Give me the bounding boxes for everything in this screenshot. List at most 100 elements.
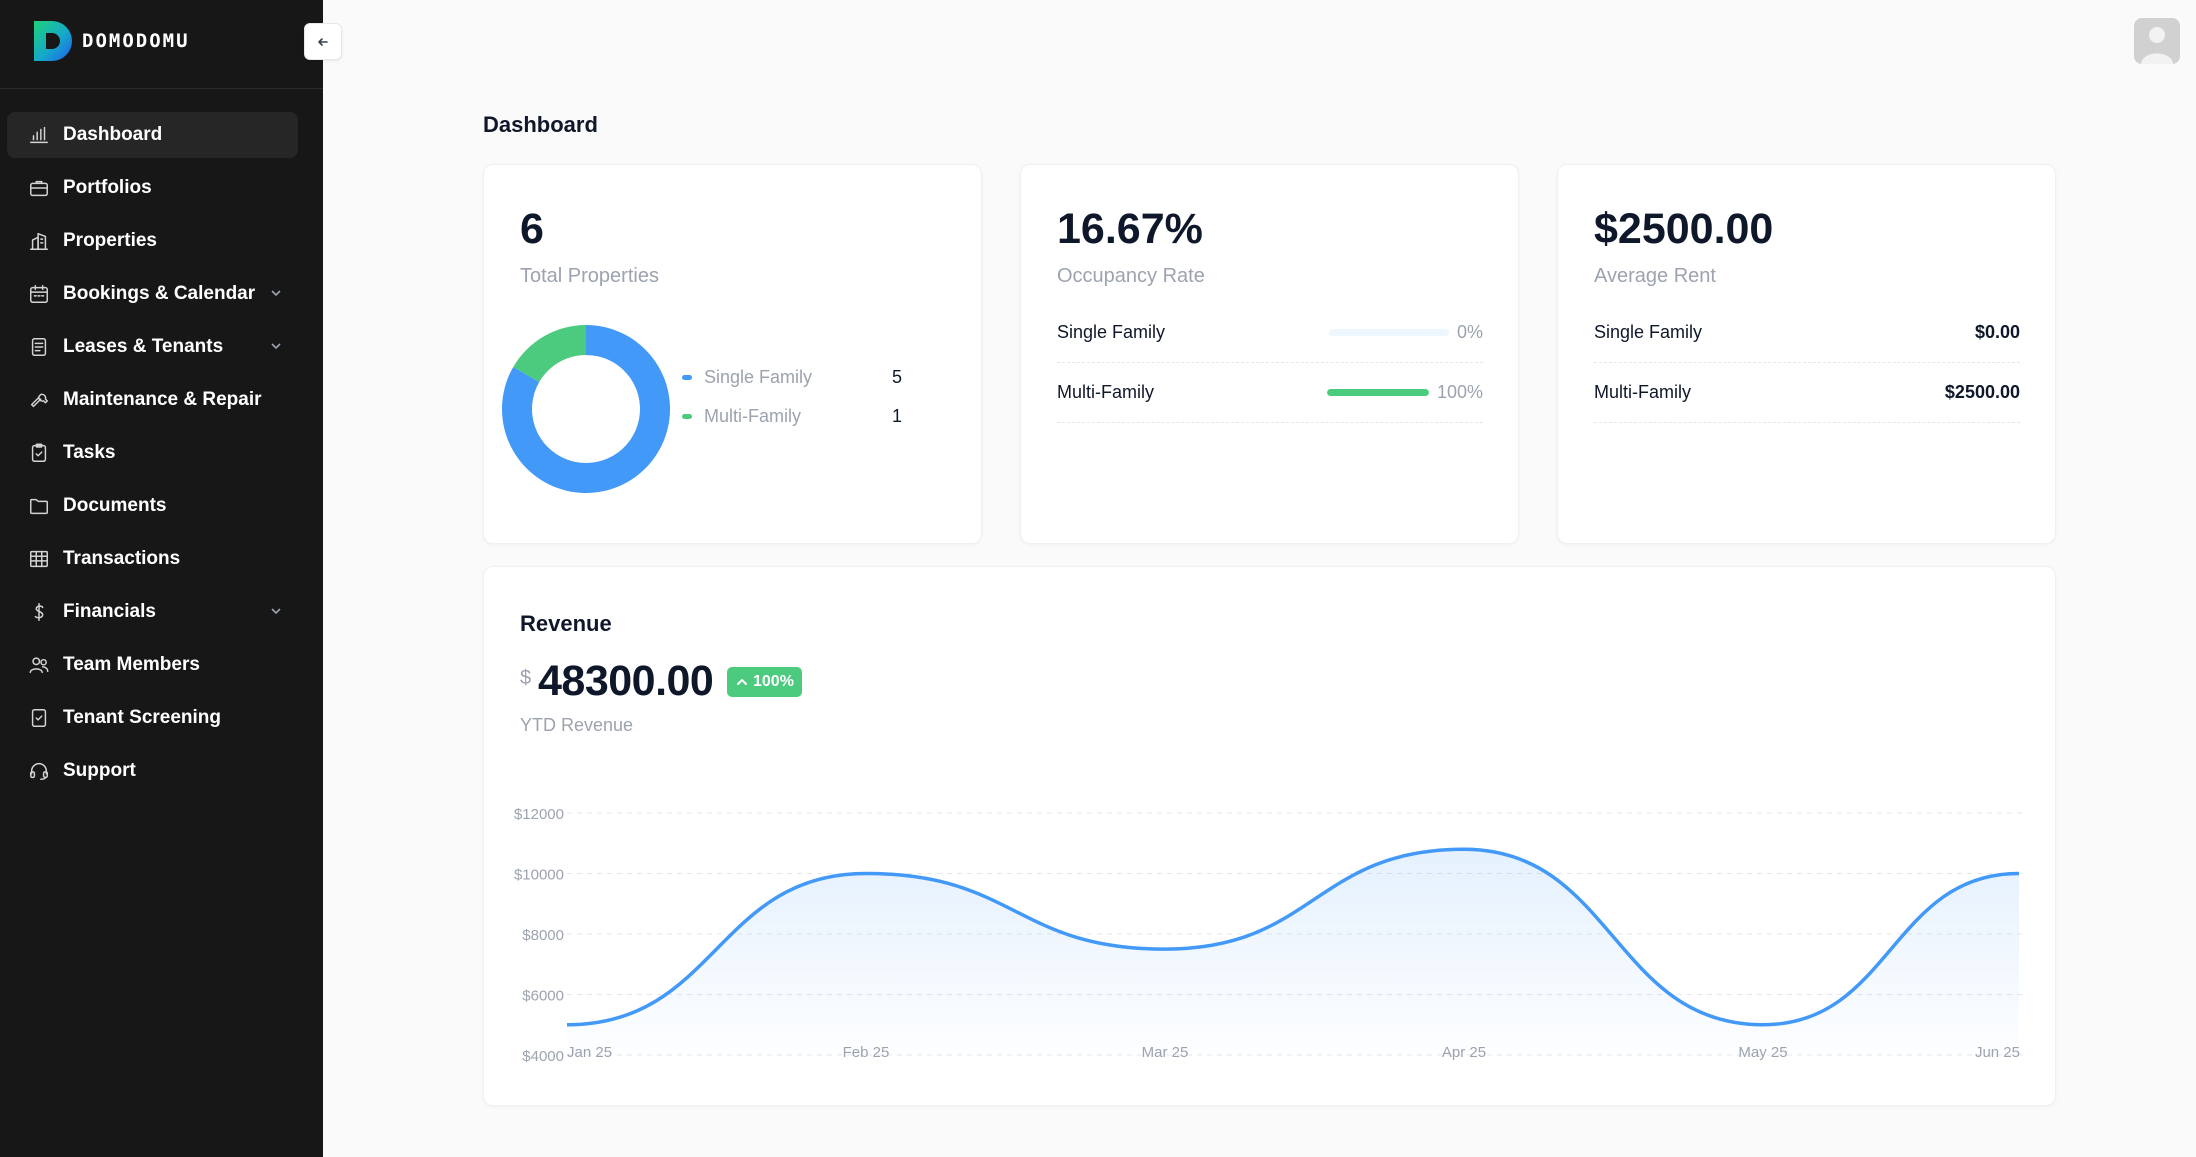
sidebar-item-documents[interactable]: Documents: [7, 483, 298, 529]
rent-row-label: Single Family: [1594, 322, 1703, 342]
sidebar-item-label: Transactions: [63, 548, 181, 569]
sidebar-item-tasks[interactable]: Tasks: [7, 430, 298, 476]
sidebar-item-label: Portfolios: [63, 177, 152, 198]
chevron-down-icon[interactable]: [268, 603, 284, 619]
total-properties-value: 6: [520, 205, 544, 253]
document-icon: [27, 335, 51, 359]
sidebar-item-label: Support: [63, 760, 136, 781]
occupancy-row: Single Family 0%: [1057, 303, 1483, 363]
sidebar-item-label: Maintenance & Repair: [63, 389, 262, 410]
revenue-title: Revenue: [520, 611, 612, 636]
sidebar: DOMODOMU Dashboard Portfolios Properties Bo…: [0, 0, 323, 1157]
revenue-change-badge: 100%: [727, 667, 802, 697]
y-tick-label: $8000: [522, 927, 564, 944]
average-rent-label: Average Rent: [1594, 265, 1716, 287]
total-properties-label: Total Properties: [520, 265, 659, 287]
wrench-icon: [27, 388, 51, 412]
users-icon: [27, 653, 51, 677]
y-tick-label: $12000: [514, 806, 564, 823]
sidebar-item-leases-and-tenants[interactable]: Leases & Tenants: [7, 324, 298, 370]
bar-chart-icon: [27, 123, 51, 147]
sidebar-item-bookings-and-calendar[interactable]: Bookings & Calendar: [7, 271, 298, 317]
chevron-up-icon: [737, 679, 747, 685]
occupancy-row-value: 100%: [1326, 382, 1483, 403]
headset-icon: [27, 759, 51, 783]
donut-slice[interactable]: [513, 325, 586, 382]
collapse-sidebar-button[interactable]: [304, 23, 342, 60]
user-avatar[interactable]: [2134, 18, 2180, 64]
logo-text: DOMODOMU: [82, 30, 190, 52]
sidebar-item-label: Documents: [63, 495, 167, 516]
sidebar-item-maintenance-and-repair[interactable]: Maintenance & Repair: [7, 377, 298, 423]
x-tick-label: May 25: [1738, 1044, 1787, 1061]
x-tick-label: Feb 25: [843, 1044, 890, 1061]
sidebar-item-support[interactable]: Support: [7, 748, 298, 794]
rent-row-amount: $2500.00: [1944, 382, 2020, 402]
clipboard-icon: [27, 441, 51, 465]
y-tick-label: $6000: [522, 988, 564, 1005]
sidebar-item-portfolios[interactable]: Portfolios: [7, 165, 298, 211]
sidebar-nav: Dashboard Portfolios Properties Bookings & …: [7, 112, 298, 801]
rent-row: Single Family $0.00: [1594, 303, 2020, 363]
legend-value: 1: [892, 406, 903, 426]
sidebar-divider: [0, 88, 323, 89]
page-title: Dashboard: [483, 112, 598, 137]
occupancy-percent: 100%: [1436, 382, 1483, 402]
y-tick-label: $10000: [514, 867, 564, 884]
y-tick-label: $4000: [522, 1048, 564, 1065]
occupancy-row-value: 0%: [1328, 322, 1483, 343]
sidebar-item-label: Team Members: [63, 654, 200, 675]
occupancy-rate-label: Occupancy Rate: [1057, 265, 1205, 287]
sidebar-item-label: Tasks: [63, 442, 116, 463]
building-icon: [27, 229, 51, 253]
sidebar-item-team-members[interactable]: Team Members: [7, 642, 298, 688]
sidebar-item-label: Dashboard: [63, 124, 163, 145]
x-tick-label: Jun 25: [1975, 1044, 2020, 1061]
donut-slice[interactable]: [502, 325, 670, 493]
sidebar-item-properties[interactable]: Properties: [7, 218, 298, 264]
rent-row-label: Multi-Family: [1594, 382, 1691, 402]
revenue-change-text: 100%: [753, 673, 794, 690]
revenue-amount: 48300.00: [538, 657, 714, 705]
rent-row: Multi-Family $2500.00: [1594, 363, 2020, 423]
dollar-icon: [27, 600, 51, 624]
logo[interactable]: DOMODOMU: [32, 18, 190, 64]
table-icon: [27, 547, 51, 571]
legend-item: Single Family: [682, 367, 812, 388]
occupancy-rate-card: 16.67% Occupancy Rate Single Family 0% M…: [1020, 164, 1519, 544]
chevron-down-icon[interactable]: [268, 338, 284, 354]
occupancy-progress-bar: [1326, 389, 1429, 396]
occupancy-rate-value: 16.67%: [1057, 205, 1203, 253]
revenue-line[interactable]: [566, 847, 2020, 1027]
revenue-area: [567, 849, 2019, 1055]
sidebar-item-financials[interactable]: Financials: [7, 589, 298, 635]
legend-value: 5: [892, 367, 903, 387]
occupancy-progress-bar: [1328, 329, 1449, 336]
legend-dot: [682, 375, 692, 380]
chevron-down-icon[interactable]: [268, 285, 284, 301]
revenue-subtitle: YTD Revenue: [520, 715, 634, 735]
check-file-icon: [27, 706, 51, 730]
legend-label: Single Family: [704, 367, 813, 387]
sidebar-item-tenant-screening[interactable]: Tenant Screening: [7, 695, 298, 741]
user-avatar-icon: [2134, 18, 2180, 64]
rent-row-amount: $0.00: [1974, 322, 2020, 342]
legend-dot: [682, 414, 692, 419]
folder-icon: [27, 494, 51, 518]
occupancy-row-label: Single Family: [1057, 322, 1166, 342]
average-rent-value: $2500.00: [1594, 205, 1774, 253]
sidebar-item-transactions[interactable]: Transactions: [7, 536, 298, 582]
sidebar-item-label: Bookings & Calendar: [63, 283, 256, 304]
occupancy-row: Multi-Family 100%: [1057, 363, 1483, 423]
arrow-left-icon: [318, 37, 328, 46]
logo-mark-icon: [34, 21, 72, 61]
sidebar-item-label: Tenant Screening: [63, 707, 222, 728]
revenue-currency: $: [520, 667, 532, 689]
briefcase-icon: [27, 176, 51, 200]
sidebar-item-label: Properties: [63, 230, 157, 251]
sidebar-item-dashboard[interactable]: Dashboard: [7, 112, 298, 158]
x-tick-label: Mar 25: [1142, 1044, 1189, 1061]
occupancy-row-label: Multi-Family: [1057, 382, 1154, 402]
average-rent-card: $2500.00 Average Rent Single Family $0.0…: [1557, 164, 2056, 544]
legend-item: Multi-Family: [682, 406, 801, 427]
